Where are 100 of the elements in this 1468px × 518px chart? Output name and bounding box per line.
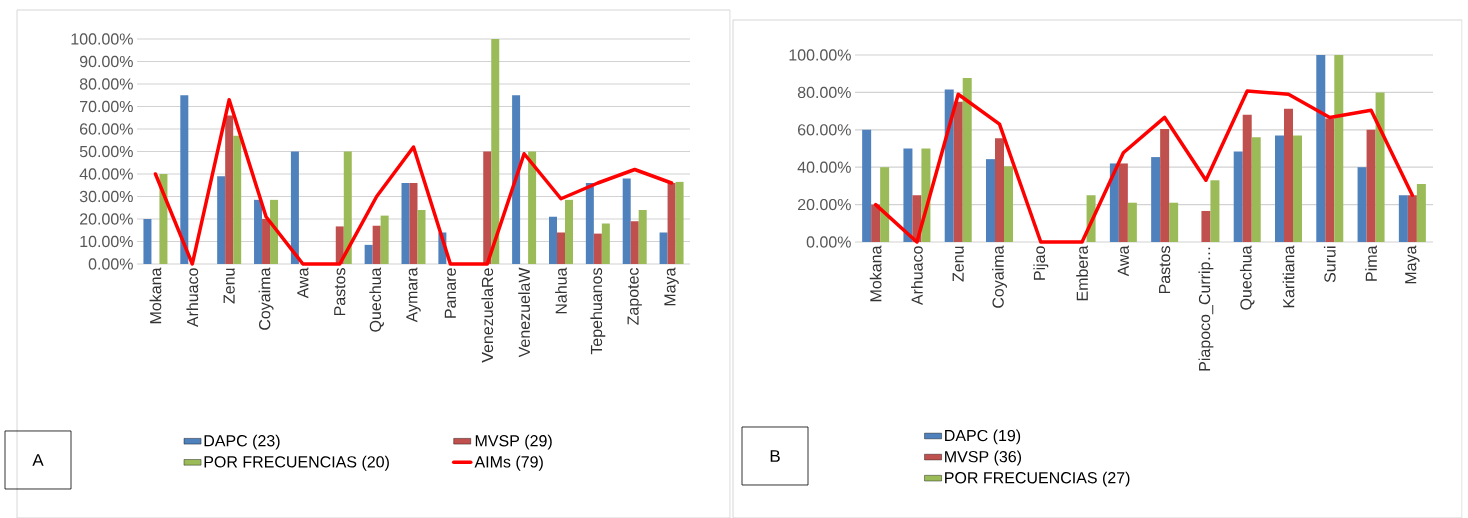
bar	[903, 148, 913, 242]
bar	[1357, 167, 1367, 242]
legend-label: POR FRECUENCIAS (20)	[204, 455, 389, 471]
x-tick-label: Mokana	[149, 267, 162, 324]
bar	[667, 182, 676, 264]
bar	[880, 167, 890, 242]
x-tick-label: Coyaima	[258, 267, 274, 330]
bar	[548, 216, 557, 264]
x-tick-label: Embera	[1076, 245, 1088, 301]
x-tick-label: Zenu	[223, 268, 235, 304]
bar	[1398, 195, 1408, 242]
bar	[1109, 163, 1119, 242]
bar	[380, 215, 389, 264]
bar	[1284, 108, 1293, 242]
x-tick-label: Pastos	[1159, 246, 1171, 294]
bar	[217, 176, 226, 264]
bar	[1169, 202, 1179, 242]
x-tick-label: Awa	[297, 267, 309, 299]
y-tick-label: 0.00%	[88, 258, 133, 270]
bar	[1325, 118, 1335, 242]
bar	[659, 232, 668, 264]
bar	[1366, 129, 1376, 242]
x-tick-label: VenezuelaRe	[481, 268, 494, 363]
bar	[638, 209, 647, 264]
bar	[401, 182, 410, 264]
y-tick-label: 90.00%	[79, 55, 133, 68]
y-tick-label: 70.00%	[80, 100, 133, 113]
bar	[233, 135, 242, 264]
x-tick-label: Arhuaco	[186, 268, 199, 328]
bar	[1293, 135, 1302, 242]
y-tick-label: 50.00%	[79, 145, 133, 158]
x-tick-label: Panare	[444, 268, 456, 318]
bar	[364, 244, 373, 264]
bar	[1151, 157, 1161, 242]
bar	[180, 95, 189, 264]
bar	[944, 89, 954, 242]
bar	[622, 178, 631, 264]
bar	[1251, 137, 1261, 242]
bar	[1210, 180, 1220, 242]
bar	[1233, 151, 1243, 242]
bar	[871, 204, 881, 242]
bar	[225, 115, 234, 264]
y-tick-label: 80.00%	[797, 86, 851, 99]
bar	[254, 199, 263, 264]
y-tick-label: 100.00%	[71, 33, 133, 45]
x-tick-label: Awa	[1117, 245, 1129, 277]
x-tick-label: Quechua	[369, 267, 384, 332]
bar	[372, 225, 381, 264]
x-tick-label: Zenu	[952, 246, 964, 282]
y-tick-label: 40.00%	[79, 168, 133, 180]
bar	[1160, 129, 1170, 242]
bar	[953, 101, 963, 242]
bar	[1407, 195, 1417, 242]
x-tick-label: Quechua	[1239, 245, 1255, 310]
x-tick-label: Surui	[1323, 246, 1336, 283]
bar	[1242, 114, 1252, 242]
bar	[143, 218, 152, 264]
y-tick-label: 60.00%	[80, 123, 133, 135]
y-tick-label: 30.00%	[79, 190, 133, 203]
x-tick-label: VenezuelaW	[518, 267, 530, 358]
bar	[1375, 92, 1385, 242]
bar	[1275, 135, 1284, 242]
x-tick-label: Arhuaco	[911, 246, 923, 306]
bar	[601, 223, 610, 264]
y-tick-label: 0.00%	[806, 236, 851, 248]
x-tick-label: Pastos	[334, 268, 346, 316]
y-tick-label: 10.00%	[80, 235, 133, 248]
bar	[630, 221, 639, 264]
bar	[262, 218, 271, 264]
line-series	[873, 89, 1415, 244]
bar	[1316, 54, 1326, 242]
line-series	[153, 97, 674, 266]
text: A	[32, 454, 44, 466]
x-tick-label: Tepehuanos	[590, 268, 606, 355]
x-tick-label: Nahua	[555, 267, 567, 314]
x-tick-label: Aymara	[406, 267, 421, 323]
legend-label: MVSP (29)	[475, 434, 552, 450]
legend-label: POR FRECUENCIAS (27)	[945, 471, 1130, 487]
bar	[1201, 210, 1211, 242]
legend-label: DAPC (23)	[204, 434, 280, 450]
bar	[417, 209, 426, 264]
y-tick-label: 80.00%	[79, 78, 133, 90]
bar	[491, 38, 500, 264]
legend-label: DAPC (19)	[945, 429, 1021, 445]
bar	[962, 77, 972, 242]
x-tick-label: Pijao	[1033, 246, 1049, 280]
bar	[675, 181, 684, 264]
bar	[986, 159, 995, 242]
legend-label: MVSP (36)	[945, 450, 1022, 466]
bar	[483, 151, 492, 264]
x-tick-label: Piapoco_Currip…	[1198, 247, 1214, 371]
bar	[1334, 54, 1344, 242]
bar	[556, 232, 565, 264]
bar	[593, 233, 602, 264]
bar	[1118, 163, 1128, 242]
bar	[1416, 184, 1426, 242]
x-tick-label: Maya	[1405, 245, 1420, 284]
y-tick-label: 20.00%	[80, 213, 133, 225]
x-tick-label: Karitiana	[1282, 245, 1295, 308]
bar	[290, 151, 299, 264]
